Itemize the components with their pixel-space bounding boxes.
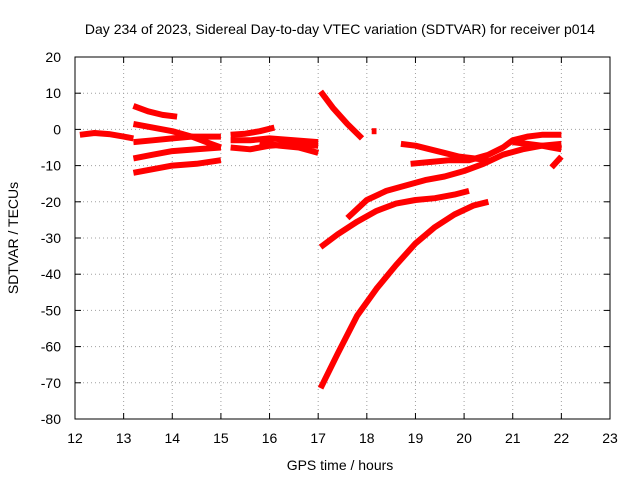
- y-tick-label: -70: [41, 375, 61, 391]
- series-line: [259, 139, 320, 156]
- series-line: [132, 157, 222, 176]
- series-line: [132, 121, 222, 151]
- series-line: [549, 154, 564, 170]
- chart-title: Day 234 of 2023, Sidereal Day-to-day VTE…: [85, 21, 595, 37]
- x-tick-label: 17: [310, 430, 326, 446]
- series-line: [132, 144, 222, 162]
- x-tick-label: 19: [408, 430, 424, 446]
- x-tick-label: 14: [164, 430, 180, 446]
- y-tick-label: -40: [41, 266, 61, 282]
- y-tick-label: 10: [45, 85, 61, 101]
- y-tick-label: -60: [41, 339, 61, 355]
- data-series: [79, 89, 564, 390]
- x-axis-label: GPS time / hours: [287, 457, 394, 473]
- series-line: [410, 131, 562, 167]
- series-line: [132, 103, 178, 120]
- y-tick-label: -50: [41, 302, 61, 318]
- series-line: [79, 130, 134, 142]
- y-tick-label: -10: [41, 158, 61, 174]
- series-line: [318, 89, 365, 141]
- series-line: [230, 135, 319, 146]
- y-axis-label: SDTVAR / TECUs: [5, 182, 21, 294]
- series-line: [230, 124, 276, 138]
- y-tick-label: -20: [41, 194, 61, 210]
- series-line: [345, 140, 562, 221]
- y-tick-label: 0: [53, 121, 61, 137]
- series-line: [133, 133, 221, 146]
- y-tick-label: 20: [45, 49, 61, 65]
- x-tick-label: 20: [456, 430, 472, 446]
- grid: [75, 57, 610, 419]
- series-line: [318, 187, 470, 250]
- series-line: [512, 139, 562, 153]
- x-tick-label: 18: [359, 430, 375, 446]
- x-tick-label: 22: [554, 430, 570, 446]
- x-tick-label: 12: [67, 430, 83, 446]
- axis-ticks: 12 13 14 15 16 17 18 19 20 21 22 23 20 10 0 -10 -20 -30 -4…: [41, 49, 618, 446]
- x-tick-label: 16: [262, 430, 278, 446]
- x-tick-label: 13: [116, 430, 132, 446]
- x-tick-label: 15: [213, 430, 229, 446]
- x-tick-label: 21: [505, 430, 521, 446]
- y-tick-label: -80: [41, 411, 61, 427]
- x-tick-label: 23: [602, 430, 618, 446]
- y-tick-label: -30: [41, 230, 61, 246]
- series-line: [317, 198, 490, 390]
